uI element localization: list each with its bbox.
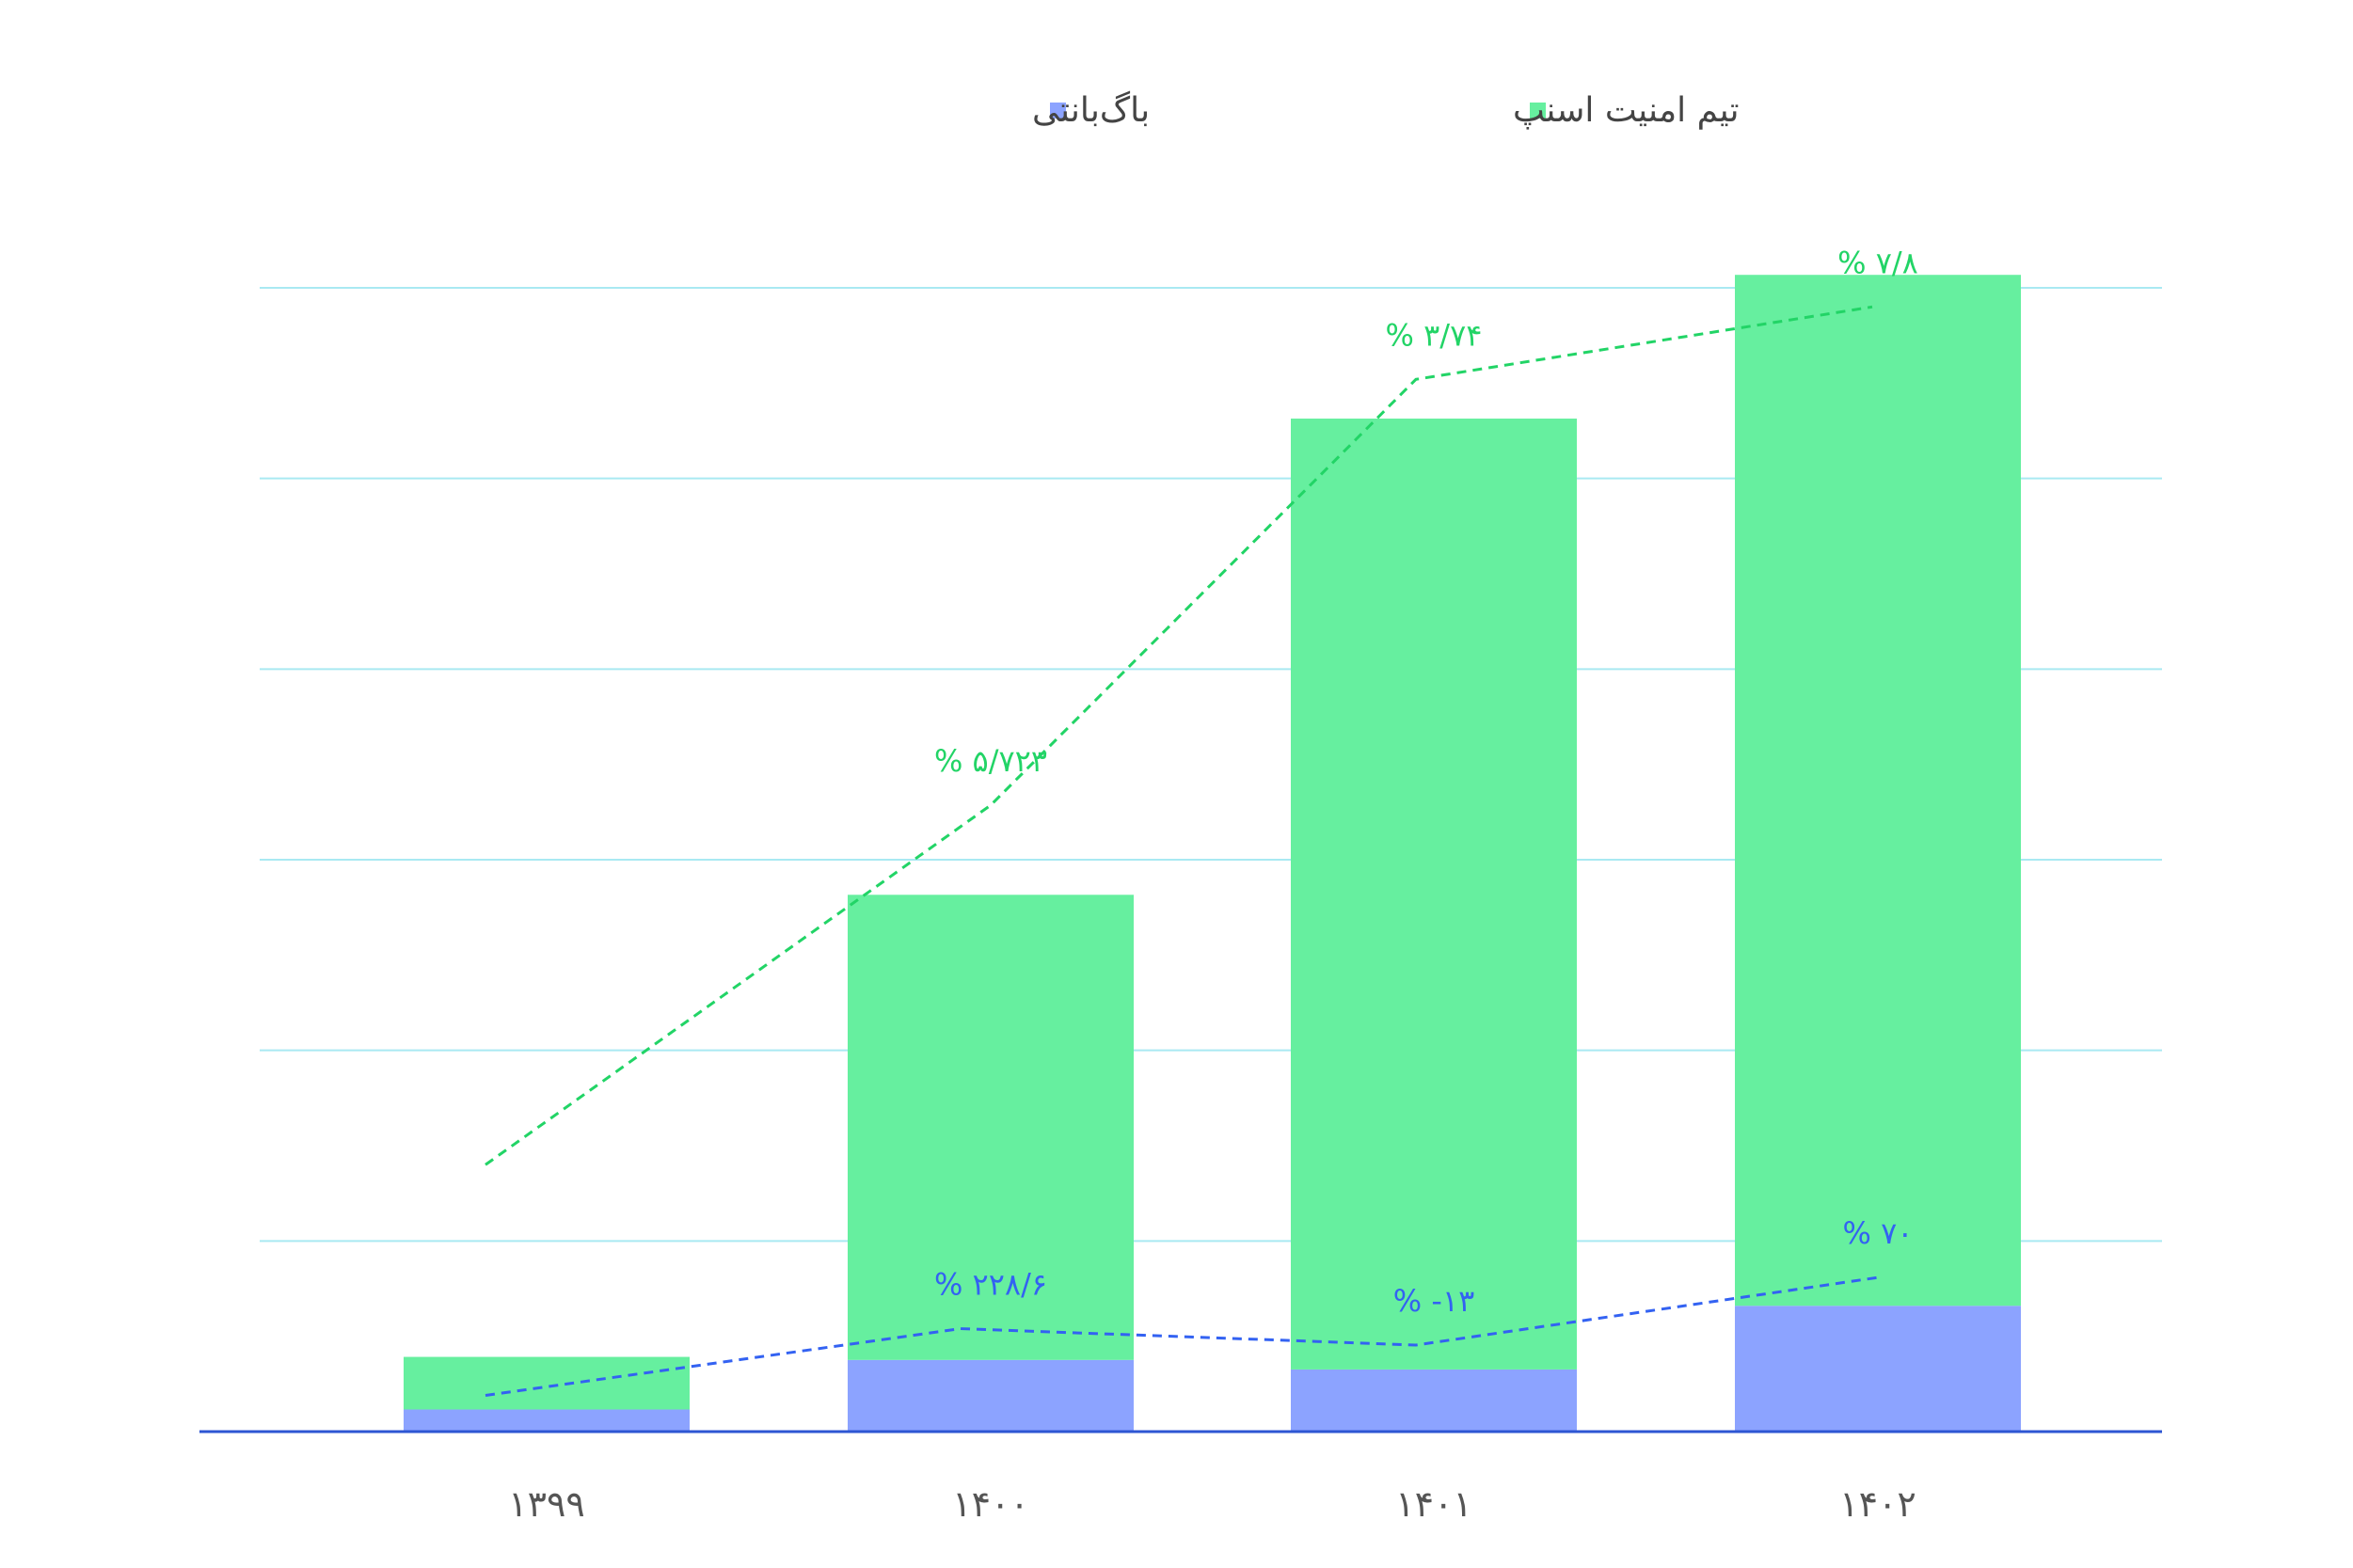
legend-label-bug-bounty: باگ‌بانتی xyxy=(1032,91,1150,130)
bar-snapp-security-3[interactable] xyxy=(1735,275,2021,1307)
growth-label-bug-bounty-2: % -۱۳ xyxy=(1393,1283,1475,1319)
legend-item-bug-bounty[interactable]: باگ‌بانتی xyxy=(1032,91,1150,130)
legend: تیم امنیت اسنپ باگ‌بانتی xyxy=(1032,91,1739,130)
growth-labels: % ۵/۷۲۳ % ۳/۷۴ % ۷/۸ % ۲۲۸/۶ % -۱۳ % ۷۰ xyxy=(934,245,1918,1319)
bars xyxy=(404,275,2021,1432)
growth-label-bug-bounty-3: % ۷۰ xyxy=(1843,1215,1914,1251)
legend-label-snapp-security: تیم امنیت اسنپ xyxy=(1513,91,1739,130)
growth-label-snapp-security-1: % ۵/۷۲۳ xyxy=(934,743,1047,779)
x-tick-label: ۱۴۰۰ xyxy=(952,1483,1029,1525)
x-tick-label: ۱۳۹۹ xyxy=(508,1483,585,1525)
growth-line-bug-bounty xyxy=(485,1275,1881,1397)
x-tick-labels: ۱۳۹۹ ۱۴۰۰ ۱۴۰۱ ۱۴۰۲ xyxy=(508,1483,1916,1525)
bar-bug-bounty-1[interactable] xyxy=(848,1359,1134,1432)
growth-label-bug-bounty-1: % ۲۲۸/۶ xyxy=(934,1267,1047,1303)
legend-item-snapp-security[interactable]: تیم امنیت اسنپ xyxy=(1513,91,1739,130)
bar-snapp-security-2[interactable] xyxy=(1291,419,1577,1370)
legend-swatch-snapp-security xyxy=(1530,103,1546,119)
growth-label-snapp-security-2: % ۳/۷۴ xyxy=(1386,317,1483,353)
bar-snapp-security-1[interactable] xyxy=(848,895,1134,1360)
growth-label-snapp-security-3: % ۷/۸ xyxy=(1837,245,1918,280)
bar-bug-bounty-0[interactable] xyxy=(404,1409,690,1432)
bar-bug-bounty-3[interactable] xyxy=(1735,1306,2021,1432)
growth-line-snapp-security xyxy=(485,305,1873,1166)
growth-lines xyxy=(485,305,1881,1397)
x-tick-label: ۱۴۰۱ xyxy=(1395,1483,1472,1525)
bar-snapp-security-0[interactable] xyxy=(404,1356,690,1410)
x-tick-label: ۱۴۰۲ xyxy=(1839,1483,1916,1525)
bar-bug-bounty-2[interactable] xyxy=(1291,1369,1577,1432)
legend-swatch-bug-bounty xyxy=(1050,103,1066,119)
